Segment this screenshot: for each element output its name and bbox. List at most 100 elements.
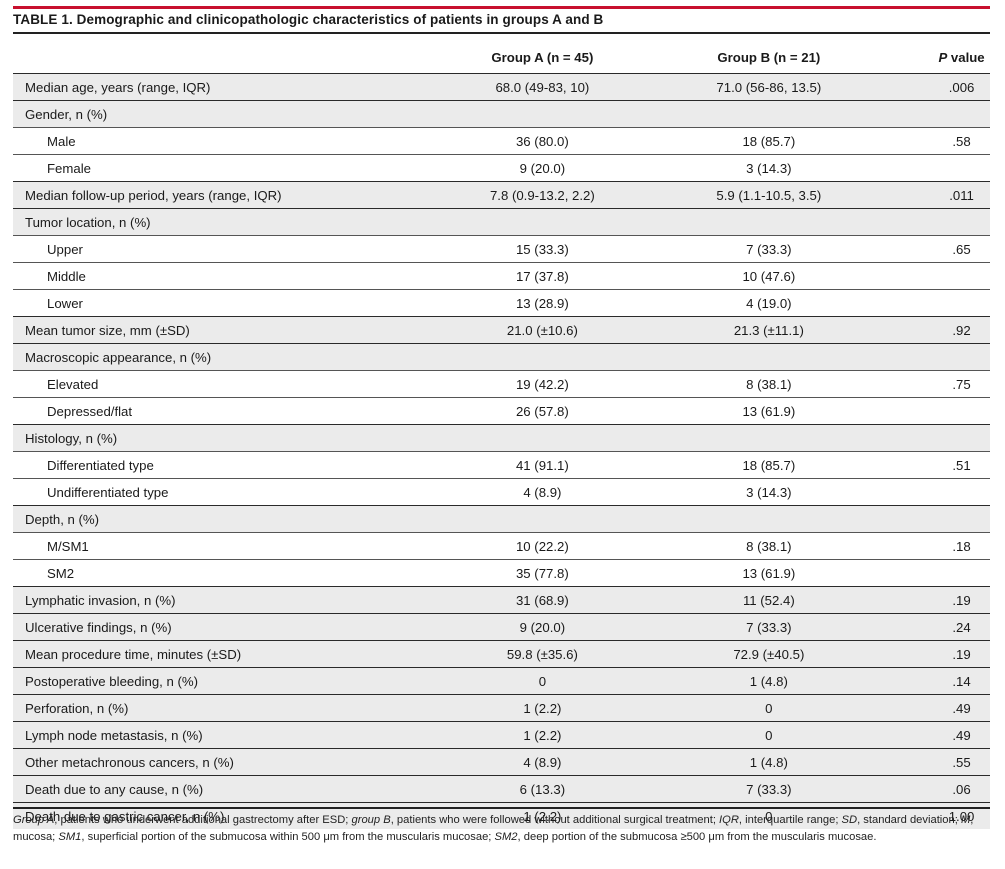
table-row: Female 9 (20.0) 3 (14.3) <box>13 154 990 182</box>
group-a-value: 36 (80.0) <box>444 127 641 155</box>
header-row: Group A (n = 45) Group B (n = 21) P valu… <box>13 42 990 74</box>
table-row: Middle 17 (37.8) 10 (47.6) <box>13 262 990 290</box>
table-footnote: Group A, patients who underwent addition… <box>13 812 990 846</box>
group-b-value <box>640 343 898 371</box>
footnote-term: SD <box>841 814 858 826</box>
group-b-value: 1 (4.8) <box>640 667 898 695</box>
row-label: Mean procedure time, minutes (±SD) <box>13 640 445 668</box>
group-a-value <box>444 424 641 452</box>
footnote-term: SM1 <box>58 831 82 843</box>
table-row: Undifferentiated type 4 (8.9) 3 (14.3) <box>13 478 990 506</box>
p-value: .49 <box>897 721 990 749</box>
row-label: Perforation, n (%) <box>13 694 445 722</box>
row-label: Lymphatic invasion, n (%) <box>13 586 445 614</box>
group-a-value <box>444 343 641 371</box>
header-p-value: P value <box>897 42 990 74</box>
p-value: .06 <box>897 775 990 803</box>
group-a-value: 1 (2.2) <box>444 802 641 829</box>
group-b-value <box>640 100 898 128</box>
row-label: Death due to gastric cancer, n (%) <box>13 802 445 829</box>
header-group-b: Group B (n = 21) <box>717 50 821 65</box>
p-value <box>897 154 990 182</box>
table-row: Depressed/flat 26 (57.8) 13 (61.9) <box>13 397 990 425</box>
row-label: SM2 <box>13 559 445 587</box>
group-b-value: 72.9 (±40.5) <box>640 640 898 668</box>
row-label: Differentiated type <box>13 451 445 479</box>
row-label: Mean tumor size, mm (±SD) <box>13 316 445 344</box>
row-label: Postoperative bleeding, n (%) <box>13 667 445 695</box>
p-value: .92 <box>897 316 990 344</box>
row-label: Median follow-up period, years (range, I… <box>13 181 445 209</box>
p-value <box>897 478 990 506</box>
footnote-text: , deep portion of the submucosa ≥500 μm … <box>517 831 877 843</box>
group-b-value: 4 (19.0) <box>640 289 898 317</box>
table-row: Death due to gastric cancer, n (%) 1 (2.2… <box>13 802 990 829</box>
footnote-text: , patients who underwent additional gast… <box>54 814 352 826</box>
row-label: Median age, years (range, IQR) <box>13 73 445 101</box>
table-row: Lymphatic invasion, n (%) 31 (68.9) 11 (52… <box>13 586 990 614</box>
p-value <box>897 505 990 533</box>
table-row: Mean procedure time, minutes (±SD) 59.8 (… <box>13 640 990 668</box>
row-label: Histology, n (%) <box>13 424 445 452</box>
p-value <box>897 424 990 452</box>
group-a-value <box>444 208 641 236</box>
group-b-value: 11 (52.4) <box>640 586 898 614</box>
row-label: Other metachronous cancers, n (%) <box>13 748 445 776</box>
table-row: Differentiated type 41 (91.1) 18 (85.7) .51 <box>13 451 990 479</box>
row-label: Gender, n (%) <box>13 100 445 128</box>
group-a-value: 35 (77.8) <box>444 559 641 587</box>
group-a-value: 1 (2.2) <box>444 694 641 722</box>
group-a-value: 26 (57.8) <box>444 397 641 425</box>
p-value: .51 <box>897 451 990 479</box>
group-a-value: 4 (8.9) <box>444 478 641 506</box>
group-b-value: 0 <box>640 721 898 749</box>
table-title: TABLE 1. Demographic and clinicopatholog… <box>13 12 604 27</box>
group-a-value: 41 (91.1) <box>444 451 641 479</box>
table-row: Ulcerative findings, n (%) 9 (20.0) 7 (33.… <box>13 613 990 641</box>
group-a-value: 6 (13.3) <box>444 775 641 803</box>
p-value <box>897 262 990 290</box>
row-label: Death due to any cause, n (%) <box>13 775 445 803</box>
table-row: Depth, n (%) <box>13 505 990 533</box>
table-row: Perforation, n (%) 1 (2.2) 0.49 <box>13 694 990 722</box>
table-row: SM2 35 (77.8) 13 (61.9) <box>13 559 990 587</box>
group-a-value <box>444 505 641 533</box>
group-b-value <box>640 208 898 236</box>
group-b-value: 7 (33.3) <box>640 613 898 641</box>
table-row: M/SM1 10 (22.2) 8 (38.1) .18 <box>13 532 990 560</box>
table-row: Death due to any cause, n (%) 6 (13.3) 7 (… <box>13 775 990 803</box>
row-label: Depth, n (%) <box>13 505 445 533</box>
table-row: Tumor location, n (%) <box>13 208 990 236</box>
p-value: .58 <box>897 127 990 155</box>
footnote-term: Group A <box>13 814 55 826</box>
table-row: Median follow-up period, years (range, I… <box>13 181 990 209</box>
p-value: .19 <box>897 640 990 668</box>
group-b-value: 5.9 (1.1-10.5, 3.5) <box>640 181 898 209</box>
p-value: .49 <box>897 694 990 722</box>
group-a-value: 7.8 (0.9-13.2, 2.2) <box>444 181 641 209</box>
group-b-value: 71.0 (56-86, 13.5) <box>640 73 898 101</box>
group-b-value: 13 (61.9) <box>640 397 898 425</box>
group-a-value: 15 (33.3) <box>444 235 641 263</box>
row-label: Macroscopic appearance, n (%) <box>13 343 445 371</box>
table-row: Gender, n (%) <box>13 100 990 128</box>
title-rule <box>13 32 990 34</box>
header-p-rest: value <box>947 50 985 65</box>
p-value <box>897 397 990 425</box>
footnote-term: M <box>960 814 971 826</box>
group-b-value: 10 (47.6) <box>640 262 898 290</box>
footnote-term: IQR <box>719 814 739 826</box>
footnote-term: group B <box>351 814 391 826</box>
characteristics-table: Group A (n = 45) Group B (n = 21) P valu… <box>13 42 990 829</box>
row-label: Undifferentiated type <box>13 478 445 506</box>
group-b-value: 21.3 (±11.1) <box>640 316 898 344</box>
row-label: Female <box>13 154 445 182</box>
footnote-term: SM2 <box>494 831 518 843</box>
group-b-value: 3 (14.3) <box>640 154 898 182</box>
group-b-value: 8 (38.1) <box>640 370 898 398</box>
row-label: Middle <box>13 262 445 290</box>
table-row: Macroscopic appearance, n (%) <box>13 343 990 371</box>
group-a-value: 1 (2.2) <box>444 721 641 749</box>
footnote-text: , mucosa; <box>13 814 974 843</box>
